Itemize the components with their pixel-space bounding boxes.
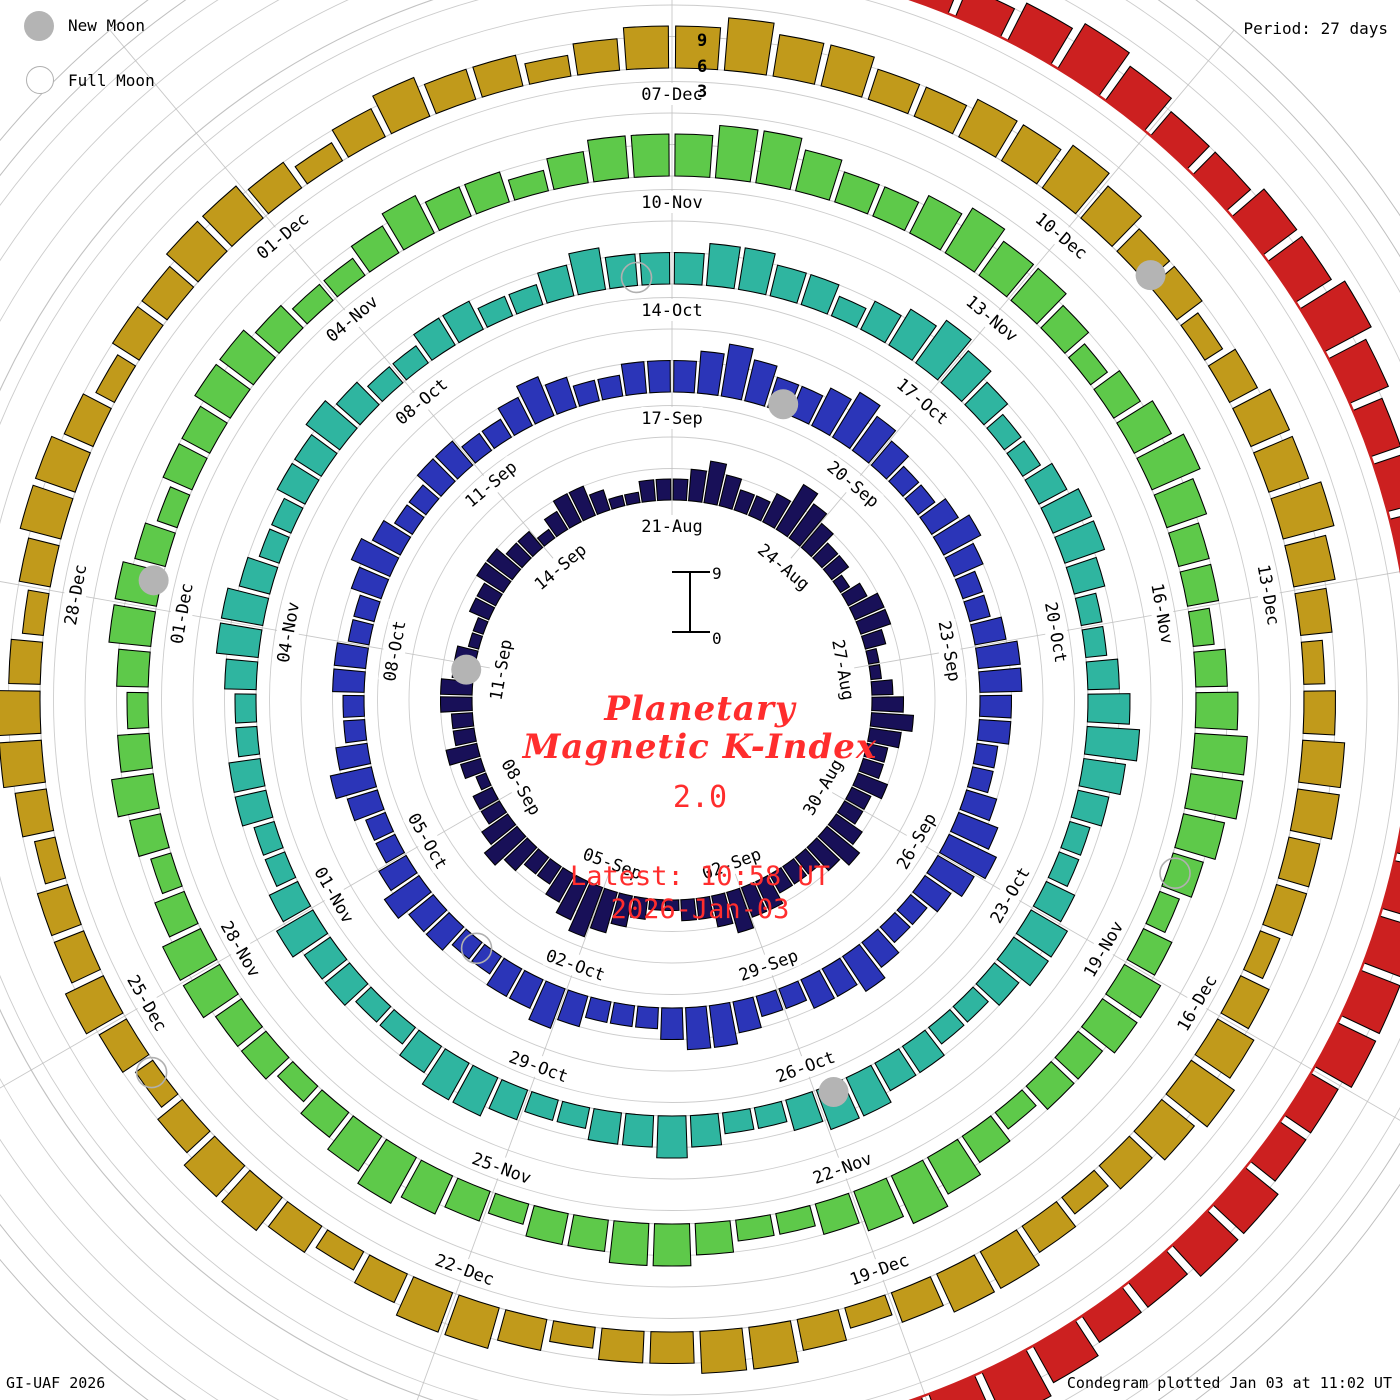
footer-credit: GI-UAF 2026 [6, 1374, 106, 1392]
svg-text:17-Sep: 17-Sep [641, 409, 702, 429]
svg-text:22-Dec: 22-Dec [432, 1250, 497, 1290]
svg-text:14-Oct: 14-Oct [641, 301, 702, 321]
new-moon-icon [24, 11, 54, 41]
chart-title: Planetary Magnetic K-Index [0, 690, 1400, 766]
svg-text:10-Nov: 10-Nov [641, 193, 702, 213]
svg-text:20-Oct: 20-Oct [1040, 600, 1070, 664]
footer-plot-time: Condegram plotted Jan 03 at 11:02 UT [1066, 1374, 1392, 1392]
svg-text:25-Nov: 25-Nov [469, 1149, 534, 1189]
svg-text:21-Aug: 21-Aug [641, 517, 702, 537]
latest-time: Latest: 10:58 UT [569, 861, 831, 893]
chart-title-line2: Magnetic K-Index [522, 727, 878, 768]
current-kp-value: 2.0 [672, 780, 728, 816]
svg-text:08-Oct: 08-Oct [380, 619, 410, 683]
full-moon-legend-label: Full Moon [68, 71, 155, 90]
latest-date: 2026-Jan-03 [610, 893, 790, 925]
radial-tick-6: 6 [697, 57, 708, 77]
new-moon-legend-label: New Moon [68, 16, 146, 35]
radial-tick-9: 9 [697, 31, 708, 51]
period-label: Period: 27 days [1243, 19, 1389, 38]
svg-text:04-Nov: 04-Nov [274, 600, 304, 664]
svg-text:01-Dec: 01-Dec [167, 582, 197, 646]
chart-title-line1: Planetary [604, 689, 796, 729]
scale-bar [672, 571, 710, 633]
scalebar-min-label: 0 [712, 629, 722, 648]
latest-timestamp: Latest: 10:58 UT 2026-Jan-03 [0, 861, 1400, 926]
svg-text:22-Nov: 22-Nov [810, 1149, 875, 1189]
spiral-baselines [907, 0, 1400, 1400]
svg-text:16-Nov: 16-Nov [1146, 582, 1176, 646]
svg-text:19-Dec: 19-Dec [847, 1250, 912, 1290]
svg-text:28-Dec: 28-Dec [61, 563, 91, 627]
full-moon-icon [26, 66, 54, 94]
svg-text:13-Dec: 13-Dec [1253, 563, 1283, 627]
radial-tick-3: 3 [697, 82, 708, 102]
scalebar-max-label: 9 [712, 564, 722, 583]
svg-text:23-Sep: 23-Sep [934, 619, 964, 683]
svg-text:07-Dec: 07-Dec [641, 85, 702, 105]
svg-text:29-Oct: 29-Oct [506, 1048, 571, 1088]
moon-markers [135, 260, 1191, 1108]
center-annotation: Planetary Magnetic K-Index 2.0 Latest: 1… [0, 690, 1400, 926]
